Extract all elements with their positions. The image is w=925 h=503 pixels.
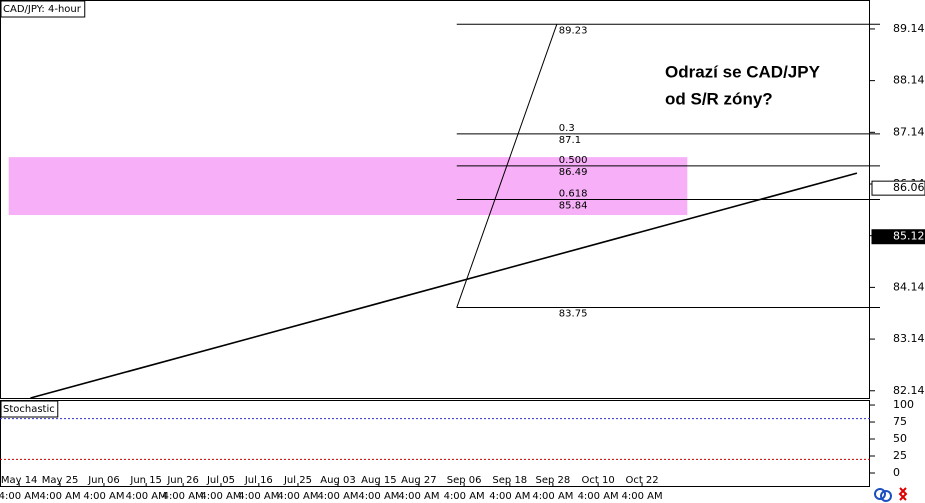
x-time-label: 4:00 AM xyxy=(126,491,167,502)
price-marker xyxy=(871,180,925,196)
x-tick-label: May 25 xyxy=(42,475,79,486)
fib-label: 89.23 xyxy=(559,25,588,36)
fib-label: 0.618 xyxy=(559,189,588,200)
y-tick-label: 82.14 xyxy=(893,384,925,397)
sr-zone xyxy=(8,157,688,216)
price-marker-label: 85.12 xyxy=(893,230,925,243)
panel-title: Stochastic xyxy=(3,404,55,415)
y-tick-label: 84.14 xyxy=(893,280,925,293)
link-icon[interactable] xyxy=(880,490,892,502)
x-time-label: 4:00 AM xyxy=(578,491,619,502)
x-time-label: 4:00 AM xyxy=(39,491,80,502)
panel-title: CAD/JPY: 4-hour xyxy=(3,4,82,15)
annotation: Odrazí se CAD/JPY xyxy=(665,62,821,81)
x-time-label: 4:00 AM xyxy=(444,491,485,502)
x-tick-label: Jul 16 xyxy=(244,475,273,486)
fib-label: 86.49 xyxy=(559,167,588,178)
x-tick-label: Sep 18 xyxy=(492,475,527,486)
y-tick-label: 75 xyxy=(893,415,907,428)
x-tick-label: Aug 15 xyxy=(361,475,396,486)
x-tick-label: Aug 03 xyxy=(320,475,355,486)
x-time-label: 4:00 AM xyxy=(358,491,399,502)
toolbar-icons[interactable] xyxy=(874,487,908,502)
x-tick-label: Sep 28 xyxy=(536,475,571,486)
x-tick-label: Oct 22 xyxy=(625,475,658,486)
x-tick-label: Oct 10 xyxy=(582,475,615,486)
link-icon[interactable] xyxy=(874,488,886,500)
fib-label: 83.75 xyxy=(559,309,588,320)
x-tick-label: Jul 25 xyxy=(283,475,312,486)
y-tick-label: 89.14 xyxy=(893,22,925,35)
fib-label: 87.1 xyxy=(559,135,581,146)
x-time-label: 4:00 AM xyxy=(83,491,124,502)
x-time-label: 4:00 AM xyxy=(0,491,40,502)
fib-label: 0.3 xyxy=(559,123,575,134)
x-tick-label: Jul 05 xyxy=(206,475,235,486)
x-tick-label: Jun 26 xyxy=(166,475,199,486)
x-time-label: 4:00 AM xyxy=(398,491,439,502)
x-time-label: 4:00 AM xyxy=(317,491,358,502)
x-time-label: 4:00 AM xyxy=(532,491,573,502)
x-tick-label: Jun 15 xyxy=(129,475,162,486)
plot-layer xyxy=(0,418,870,460)
price-marker xyxy=(871,229,925,245)
y-tick-label: 100 xyxy=(893,398,914,411)
x-time-label: 4:00 AM xyxy=(622,491,663,502)
trendline xyxy=(30,172,858,399)
y-tick-label: 87.14 xyxy=(893,125,925,138)
stochastic-panel xyxy=(0,400,870,487)
title-box xyxy=(0,400,59,418)
x-tick-label: Aug 27 xyxy=(401,475,436,486)
close-icon[interactable] xyxy=(898,487,908,501)
x-time-label: 4:00 AM xyxy=(238,491,279,502)
y-tick-label: 25 xyxy=(893,449,907,462)
x-time-label: 4:00 AM xyxy=(163,491,204,502)
y-tick-label: 83.14 xyxy=(893,332,925,345)
y-tick-label: 88.14 xyxy=(893,74,925,87)
y-tick-label: 50 xyxy=(893,432,907,445)
x-tick-label: May 14 xyxy=(1,475,38,486)
x-tick-label: Sep 06 xyxy=(447,475,482,486)
x-tick-label: Jun 06 xyxy=(87,475,120,486)
x-time-label: 4:00 AM xyxy=(489,491,530,502)
annotation: od S/R zóny? xyxy=(665,89,773,108)
title-box xyxy=(0,0,86,18)
y-tick-label: 0 xyxy=(893,466,900,479)
x-time-label: 4:00 AM xyxy=(200,491,241,502)
x-time-label: 4:00 AM xyxy=(277,491,318,502)
fib-swing xyxy=(456,24,558,308)
fib-label: 85.84 xyxy=(559,201,588,212)
fib-label: 0.500 xyxy=(559,155,588,166)
price-marker-label: 86.06 xyxy=(893,181,925,194)
